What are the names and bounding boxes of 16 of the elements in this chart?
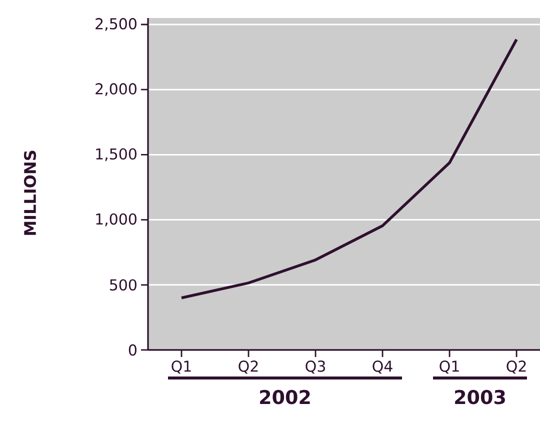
line-series [180, 38, 518, 300]
text: 2002 [260, 390, 310, 404]
x-tick-label: Q1 [440, 360, 459, 374]
y-tick-label: 0 [128, 344, 136, 356]
y-axis-title: MILLIONS [24, 150, 36, 235]
x-tick-label: Q2 [238, 360, 258, 374]
y-tick-label: 2,000 [96, 83, 136, 96]
y-tick-label: 1,000 [96, 213, 136, 226]
y-tick-label: 500 [110, 279, 136, 291]
x-tick-label: Q1 [172, 360, 191, 374]
x-tick-label: Q2 [506, 360, 526, 374]
text: 2003 [455, 390, 505, 404]
x-tick-label: Q3 [306, 360, 325, 374]
x-tick-label: Q4 [372, 360, 392, 374]
y-tick-label: 1,500 [96, 148, 136, 162]
y-tick-label: 2,500 [96, 18, 136, 31]
